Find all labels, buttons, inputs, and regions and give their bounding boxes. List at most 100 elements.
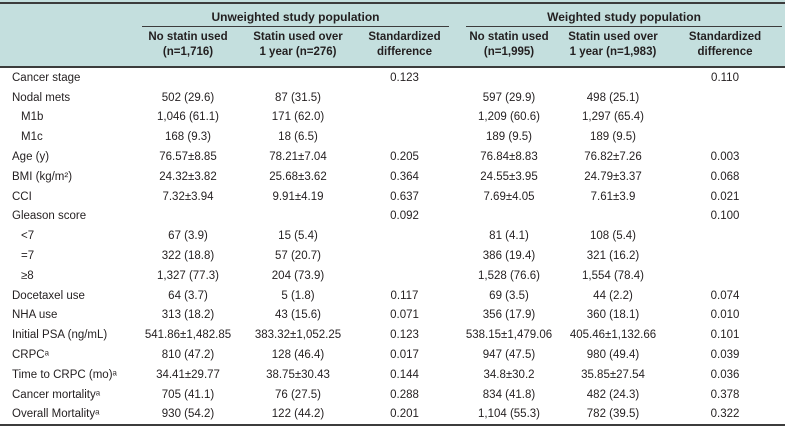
table-cell: 64 (3.7) — [168, 289, 208, 302]
table-cell: 498 (25.1) — [586, 91, 640, 104]
table-cell — [665, 266, 785, 286]
row-label: M1c — [21, 131, 43, 144]
table-cell: 0.637 — [390, 190, 419, 203]
group-header-spacer — [0, 3, 132, 27]
table-cell: 0.378 — [710, 388, 740, 401]
table-row: Time to CRPC (mo)ᵃ 34.41±29.77 38.75±30.43… — [0, 365, 785, 385]
table-cell: 44 (2.2) — [593, 289, 633, 302]
table-cell: 0.036 — [710, 368, 740, 381]
table-cell — [244, 207, 352, 227]
table-cell: 980 (49.4) — [586, 349, 640, 362]
table-cell — [352, 226, 457, 246]
row-label: M1b — [21, 111, 44, 124]
table-cell: 597 (29.9) — [482, 91, 536, 104]
table-cell: 834 (41.8) — [482, 388, 536, 401]
table-cell: 405.46±1,132.66 — [569, 329, 657, 342]
row-label: ≥8 — [21, 269, 34, 282]
table-cell: 322 (18.8) — [161, 250, 215, 263]
table-cell — [665, 127, 785, 147]
table-cell: 76.57±8.85 — [159, 151, 217, 164]
table-cell: 0.010 — [710, 309, 740, 322]
table-cell: 5 (1.8) — [281, 289, 315, 302]
table-cell — [457, 67, 561, 88]
column-header-unweighted-std-diff: Standardized difference — [368, 31, 441, 58]
row-label: Age (y) — [12, 151, 50, 164]
table-cell — [132, 67, 244, 88]
table-cell: 9.91±4.19 — [272, 190, 324, 203]
table-cell: 189 (9.5) — [589, 131, 637, 144]
table-cell — [352, 266, 457, 286]
table-cell — [352, 108, 457, 128]
table-cell: 0.100 — [710, 210, 740, 223]
table-cell — [665, 246, 785, 266]
table-cell: 0.123 — [390, 329, 419, 342]
table-cell: 705 (41.1) — [161, 388, 215, 401]
table-cell: 930 (54.2) — [161, 408, 215, 421]
column-header-unweighted-no-statin: No statin used (n=1,716) — [148, 31, 228, 58]
table-cell: 57 (20.7) — [274, 250, 322, 263]
table-cell: 76 (27.5) — [274, 388, 322, 401]
table-cell: 24.79±3.37 — [584, 170, 642, 183]
baseline-characteristics-table: Unweighted study population Weighted stu… — [0, 2, 785, 426]
table-cell: 1,297 (65.4) — [581, 111, 644, 124]
table-cell — [352, 88, 457, 108]
column-header-spacer — [0, 27, 132, 67]
table-cell — [352, 127, 457, 147]
table-cell — [561, 207, 665, 227]
table-cell: 7.61±3.9 — [590, 190, 636, 203]
table-cell: 0.068 — [710, 170, 740, 183]
table-cell: 24.55±3.95 — [480, 170, 538, 183]
row-label: Gleason score — [12, 210, 87, 223]
table-cell — [457, 207, 561, 227]
table-cell — [665, 88, 785, 108]
table-cell: 1,209 (60.6) — [477, 111, 540, 124]
table-cell: 0.144 — [390, 368, 419, 381]
table-cell: 0.201 — [390, 408, 419, 421]
row-label: NHA use — [12, 309, 58, 322]
row-label: Nodal mets — [12, 91, 71, 104]
table-cell: 0.101 — [710, 329, 740, 342]
table-row: Cancer stage 0.123 0.110 — [0, 67, 785, 88]
table-cell: 171 (62.0) — [271, 111, 325, 124]
table-cell: 18 (6.5) — [278, 131, 318, 144]
row-label: Time to CRPC (mo)ᵃ — [12, 368, 117, 381]
table-cell: 76.82±7.26 — [584, 151, 642, 164]
table-cell — [561, 67, 665, 88]
row-label: <7 — [21, 230, 35, 243]
table-cell: 321 (16.2) — [586, 250, 640, 263]
table-cell: 313 (18.2) — [161, 309, 215, 322]
row-label: Initial PSA (ng/mL) — [12, 329, 108, 342]
table-cell: 360 (18.1) — [586, 309, 640, 322]
table-cell: 482 (24.3) — [586, 388, 640, 401]
table-cell: 76.84±8.83 — [480, 151, 538, 164]
column-header-unweighted-statin: Statin used over 1 year (n=276) — [253, 31, 343, 58]
column-header-row: No statin used (n=1,716) Statin used ove… — [0, 27, 785, 67]
table-cell: 0.039 — [710, 349, 740, 362]
table-cell: 1,528 (76.6) — [477, 269, 540, 282]
table-cell: 78.21±7.04 — [269, 151, 327, 164]
table-row: Gleason score 0.092 0.100 — [0, 207, 785, 227]
table-row: NHA use 313 (18.2) 43 (15.6) 0.071 356 (17.9… — [0, 306, 785, 326]
table-cell: 34.8±30.2 — [483, 368, 535, 381]
table-cell: 34.41±29.77 — [156, 368, 220, 381]
table-header: Unweighted study population Weighted stu… — [0, 3, 785, 67]
table-cell: 0.021 — [710, 190, 740, 203]
table-cell: 7.69±4.05 — [483, 190, 535, 203]
table-cell: 356 (17.9) — [482, 309, 536, 322]
row-label: CCI — [12, 190, 32, 203]
table-cell: 0.288 — [390, 388, 419, 401]
table-cell: 0.017 — [390, 349, 419, 362]
table-cell: 1,554 (78.4) — [581, 269, 644, 282]
row-label: Cancer mortalityᵃ — [12, 388, 100, 401]
table-cell — [244, 67, 352, 88]
table-cell: 0.074 — [710, 289, 740, 302]
table-cell — [352, 246, 457, 266]
table-row: <7 67 (3.9) 15 (5.4) 81 (4.1) 108 (5.4) — [0, 226, 785, 246]
table-row: CCI 7.32±3.94 9.91±4.19 0.637 7.69±4.05 7.61±… — [0, 187, 785, 207]
table-cell: 81 (4.1) — [489, 230, 529, 243]
row-label: Cancer stage — [12, 71, 81, 84]
table-cell: 1,327 (77.3) — [156, 269, 219, 282]
table-cell: 189 (9.5) — [485, 131, 533, 144]
table-cell: 87 (31.5) — [274, 91, 322, 104]
table-row: Cancer mortalityᵃ 705 (41.1) 76 (27.5) 0.28… — [0, 385, 785, 405]
